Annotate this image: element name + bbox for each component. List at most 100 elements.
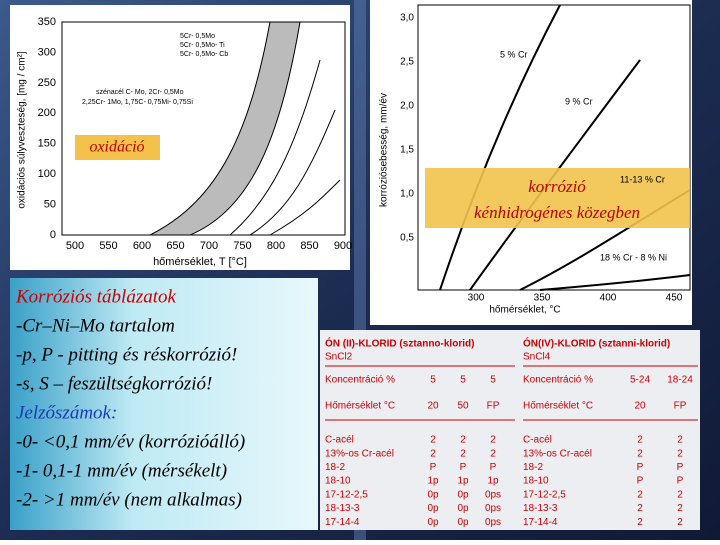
x-label: hőmérséklet, °C (489, 305, 560, 316)
x-label: hőmérséklet, T [°C] (153, 256, 247, 268)
table-cell: P (490, 462, 497, 473)
table-cell: 2 (677, 517, 683, 528)
y-tick-label: 100 (38, 168, 56, 180)
text-line: Jelzőszámok: (16, 402, 117, 423)
right-chart (370, 0, 692, 325)
x-tick-label: 350 (534, 293, 551, 304)
table-cell: 2 (677, 448, 683, 459)
table-cell: C-acél (523, 435, 552, 446)
table-formula: SnCl2 (325, 352, 353, 363)
text-line: -Cr–Ni–Mo tartalom (16, 315, 175, 336)
condition-cell: 5 (490, 375, 496, 386)
annotation: korrózió (528, 177, 586, 196)
table-cell: P (637, 462, 644, 473)
table-cell: C-acél (325, 435, 354, 446)
x-tick-label: 700 (200, 240, 218, 252)
table-cell: 2 (430, 448, 436, 459)
table-cell: 17-14-4 (523, 517, 558, 528)
curves (229, 59, 341, 236)
legend-entry: 5Cr- 0,5Mo (180, 33, 215, 40)
table-cell: 0p (457, 489, 469, 500)
table-formula: SnCl4 (523, 352, 551, 363)
table-cell: 2 (677, 489, 683, 500)
text-line: Korróziós táblázatok (15, 286, 177, 307)
y-tick-label: 2,5 (400, 57, 414, 68)
y-tick-label: 2,0 (400, 101, 414, 112)
y-tick-label: 50 (44, 198, 56, 210)
condition-cell: 20 (634, 401, 646, 412)
text-line: -1- 0,1-1 mm/év (mérsékelt) (16, 460, 227, 481)
condition-cell: FP (487, 401, 500, 412)
table-cell: 2 (677, 503, 683, 514)
table-cell: 13%-os Cr-acél (523, 448, 592, 459)
table-cell: 2 (637, 448, 643, 459)
x-tick-label: 850 (300, 240, 318, 252)
table-cell: 2 (490, 435, 496, 446)
x-tick-label: 400 (600, 293, 617, 304)
x-tick-label: 800 (267, 240, 285, 252)
table-cell: P (430, 462, 437, 473)
table-cell: 18-13-3 (325, 503, 360, 514)
table-cell: 2 (460, 448, 466, 459)
table-cell: 17-12-2,5 (325, 489, 368, 500)
y-tick-label: 0,5 (400, 233, 414, 244)
x-tick-label: 600 (133, 240, 151, 252)
table-cell: 2 (677, 435, 683, 446)
y-label: korróziósebesség, mm/év (379, 93, 390, 207)
condition-cell: Hőmérséklet °C (325, 401, 395, 412)
legend-entry: szénacél C- Mo, 2Cr- 0,5Mo (96, 89, 184, 96)
table-cell: 0p (457, 503, 469, 514)
table-cell: 0ps (485, 517, 501, 528)
table-cell: 18-2 (523, 462, 543, 473)
condition-cell: Hőmérséklet °C (523, 401, 593, 412)
table-cell: P (460, 462, 467, 473)
x-tick-label: 450 (666, 293, 683, 304)
annotation: oxidáció (89, 139, 144, 156)
text-line: -2- >1 mm/év (nem alkalmas) (16, 489, 242, 510)
table-cell: P (677, 462, 684, 473)
table-cell: P (637, 476, 644, 487)
condition-cell: 5 (430, 375, 436, 386)
y-tick-label: 1,5 (400, 145, 414, 156)
text-line: -0- <0,1 mm/év (korrózióálló) (16, 431, 245, 452)
condition-cell: 5-24 (630, 375, 650, 386)
table-cell: P (677, 476, 684, 487)
curve-label: 18 % Cr - 8 % Ni (600, 252, 667, 262)
curve-label: 9 % Cr (565, 96, 593, 106)
annotation: kénhidrogénes közegben (474, 203, 640, 222)
text-line: -p, P - pitting és réskorrózió! (16, 344, 237, 365)
x-tick-label: 300 (468, 293, 485, 304)
y-tick-label: 350 (38, 16, 56, 28)
table-cell: 0p (427, 489, 439, 500)
table-cell: 2 (490, 448, 496, 459)
x-tick-label: 900 (334, 240, 352, 252)
y-tick-label: 1,0 (400, 189, 414, 200)
right-plot-frame (417, 4, 691, 291)
annotation-box (425, 168, 690, 228)
legend-entry: 2,25Cr- 1Mo, 1,75C- 0,75Mi- 0,75Si (82, 99, 193, 106)
y-tick-label: 150 (38, 138, 56, 150)
table-cell: 2 (637, 435, 643, 446)
table-cell: 1p (457, 476, 469, 487)
table-cell: 2 (637, 489, 643, 500)
condition-cell: 20 (427, 401, 439, 412)
y-tick-label: 300 (38, 46, 56, 58)
table-cell: 1p (487, 476, 499, 487)
condition-cell: 50 (457, 401, 469, 412)
table-cell: 18-10 (523, 476, 549, 487)
table-cell: 0ps (485, 489, 501, 500)
legend-entry: 5Cr- 0,5Mo- Cb (180, 51, 228, 58)
table-cell: 2 (430, 435, 436, 446)
x-tick-label: 550 (99, 240, 117, 252)
table-cell: 17-14-4 (325, 517, 360, 528)
condition-cell: 18-24 (667, 375, 693, 386)
table-cell: 2 (637, 517, 643, 528)
band (149, 21, 301, 236)
table-cell: 17-12-2,5 (523, 489, 566, 500)
x-tick-label: 750 (233, 240, 251, 252)
table-cell: 18-2 (325, 462, 345, 473)
condition-cell: FP (674, 401, 687, 412)
condition-cell: Koncentráció % (523, 375, 593, 386)
annotation-box (75, 135, 160, 160)
